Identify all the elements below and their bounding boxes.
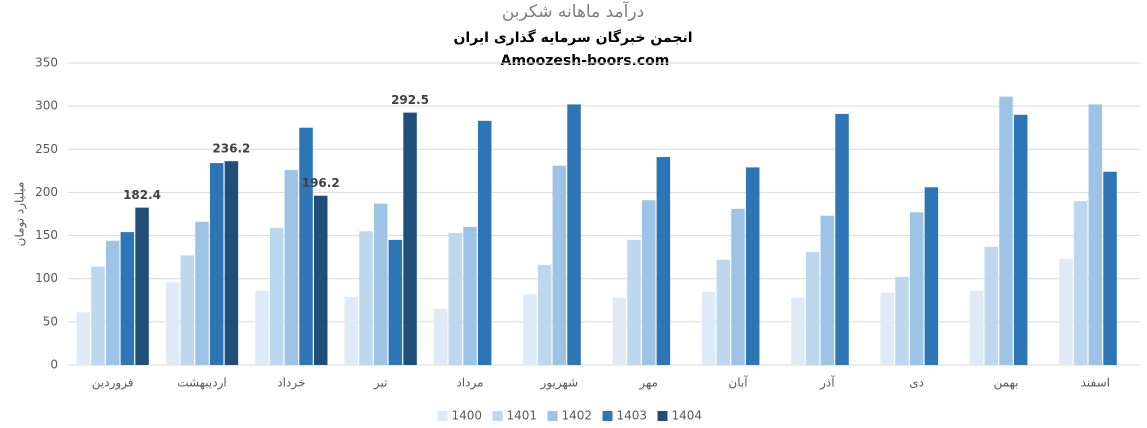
bar: [269, 227, 284, 365]
bar: [448, 232, 463, 365]
bar: [463, 226, 477, 365]
bar: [835, 113, 849, 365]
bar: [135, 207, 149, 365]
bar: [641, 200, 656, 365]
bar: [909, 212, 924, 365]
chart-title: درآمد ماهانه شکربن: [502, 0, 644, 22]
bar: [701, 291, 716, 365]
x-tick-label: بهمن: [994, 376, 1019, 391]
y-axis-label: میلیارد تومان: [13, 182, 28, 247]
legend-swatch: [547, 411, 558, 421]
bar: [805, 251, 820, 365]
legend-label: 1401: [507, 409, 538, 423]
legend-label: 1402: [562, 409, 593, 423]
x-tick-label: مهر: [638, 376, 658, 391]
bar: [180, 255, 195, 365]
bar: [373, 203, 388, 365]
x-tick-label: اسفند: [1081, 376, 1110, 390]
bar: [523, 294, 537, 365]
bar: [537, 264, 552, 365]
bar: [880, 292, 895, 365]
x-tick-label: فروردین: [92, 376, 134, 391]
bar: [999, 96, 1013, 365]
bar: [984, 246, 999, 365]
bar: [567, 104, 581, 365]
bar: [76, 312, 91, 365]
legend-swatch: [492, 411, 503, 421]
bar: [716, 259, 731, 365]
bar: [284, 169, 299, 365]
bar: [924, 187, 939, 365]
x-tick-label: آذر: [819, 375, 835, 391]
x-tick-label: شهریور: [540, 376, 579, 391]
legend-swatch: [437, 411, 448, 421]
x-tick-label: اردیبهشت: [177, 376, 226, 391]
bar: [969, 290, 984, 365]
bar: [433, 308, 448, 365]
legend-swatch: [602, 411, 613, 421]
bar: [731, 208, 745, 365]
x-tick-label: تیر: [373, 376, 388, 391]
bar: [791, 297, 805, 365]
bar: [120, 232, 135, 365]
data-label: 292.5: [391, 93, 429, 107]
y-tick-label: 350: [35, 56, 58, 70]
y-tick-label: 300: [35, 99, 58, 113]
bar: [612, 297, 627, 365]
y-tick-label: 200: [35, 185, 58, 199]
bar: [224, 161, 239, 365]
bar: [627, 239, 641, 365]
chart-source: Amoozesh-boors.com: [501, 53, 670, 69]
y-tick-label: 100: [35, 271, 58, 285]
bar: [165, 282, 180, 365]
bar: [1013, 114, 1028, 366]
chart-subtitle: انجمن خبرگان سرمایه گذاری ایران: [453, 29, 692, 46]
x-tick-label: مرداد: [456, 376, 483, 391]
x-tick-label: آبان: [728, 375, 748, 390]
bar: [299, 127, 313, 365]
legend-label: 1400: [452, 409, 483, 423]
bar: [820, 215, 835, 365]
bar: [1073, 201, 1088, 365]
bar: [745, 167, 760, 365]
bar: [1059, 258, 1073, 365]
bar: [91, 266, 105, 365]
data-label: 182.4: [123, 188, 161, 202]
data-label: 196.2: [302, 176, 340, 190]
bar: [552, 165, 567, 365]
bar: [313, 195, 328, 365]
y-tick-label: 50: [43, 314, 58, 328]
bar: [1088, 104, 1103, 365]
bar: [359, 231, 373, 365]
bar: [388, 239, 403, 365]
bar: [403, 112, 417, 365]
bar: [209, 163, 224, 365]
y-tick-label: 150: [35, 228, 58, 242]
x-tick-label: خرداد: [277, 376, 305, 391]
bar: [1103, 171, 1117, 365]
data-label: 236.2: [212, 142, 250, 156]
bar: [895, 276, 909, 365]
bar: [195, 221, 209, 365]
y-tick-label: 250: [35, 142, 58, 156]
legend-label: 1404: [672, 409, 703, 423]
y-tick-label: 0: [50, 358, 58, 372]
x-tick-label: دی: [909, 376, 924, 390]
bar: [477, 120, 492, 365]
legend-swatch: [657, 411, 668, 421]
bar: [656, 157, 671, 365]
legend-label: 1403: [617, 409, 648, 423]
bar: [255, 290, 269, 365]
bar: [105, 240, 120, 365]
bar: [344, 296, 359, 365]
